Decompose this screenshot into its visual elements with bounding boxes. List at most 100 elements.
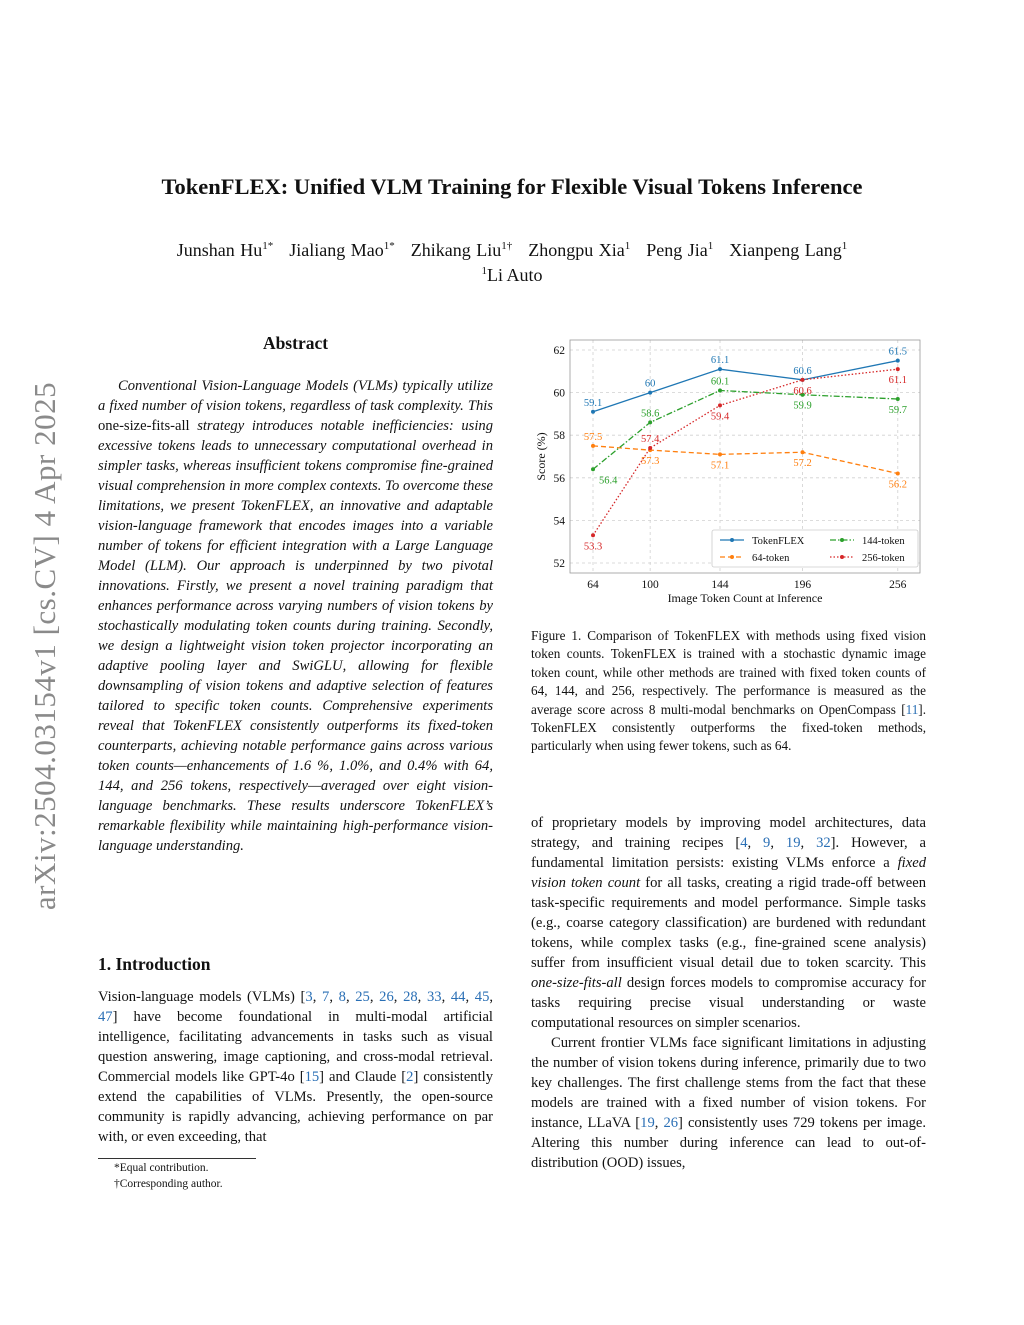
author-name: Jialiang Mao xyxy=(289,240,384,260)
data-label: 59.7 xyxy=(889,405,907,416)
citation-link[interactable]: 7 xyxy=(322,989,330,1005)
data-point-TokenFLEX xyxy=(648,390,653,395)
text-run: one-size-fits-all xyxy=(531,975,622,991)
data-point-256-token xyxy=(895,367,900,372)
citation-link[interactable]: 32 xyxy=(816,835,831,851)
citation-link[interactable]: 44 xyxy=(450,989,466,1005)
text-run: of proprietary models by improving model… xyxy=(531,815,926,851)
x-tick-label: 64 xyxy=(587,579,599,591)
data-point-64-token xyxy=(591,443,596,448)
x-tick-label: 100 xyxy=(642,579,660,591)
y-tick-label: 52 xyxy=(554,558,566,570)
data-point-TokenFLEX xyxy=(718,367,722,372)
data-label: 57.5 xyxy=(584,432,602,443)
legend-label-144-token: 144-token xyxy=(862,536,905,547)
citation-link[interactable]: 47 xyxy=(98,1009,113,1025)
data-label: 57.2 xyxy=(793,458,811,469)
citation-link[interactable]: 25 xyxy=(355,989,370,1005)
text-run: ] and Claude [ xyxy=(319,1069,407,1085)
author-name: Zhikang Liu xyxy=(410,240,502,260)
legend-label-256-token: 256-token xyxy=(862,553,905,564)
text-run: , xyxy=(654,1115,664,1131)
author: Junshan Hu1* xyxy=(177,240,274,260)
legend-label-64-token: 64-token xyxy=(752,553,790,564)
data-point-144-token xyxy=(895,396,900,401)
author-affiliation-mark: 1 xyxy=(707,240,714,252)
figure-1-line-chart: 52 54 56 58 60 62 64 100 144 196 256 Image Token Co… xyxy=(534,339,921,605)
introduction-heading: 1. Introduction xyxy=(98,954,211,974)
legend-box xyxy=(711,529,919,568)
citation-link[interactable]: 8 xyxy=(338,989,346,1005)
data-point-144-token xyxy=(648,420,653,425)
data-point-TokenFLEX xyxy=(591,409,596,414)
data-label: 60 xyxy=(645,379,656,390)
data-label: 61.5 xyxy=(889,347,907,358)
author-list: Junshan Hu1* Jialiang Mao1* Zhikang Liu1† Z… xyxy=(0,240,1024,261)
abstract-body: Conventional Vision-Language Models (VLM… xyxy=(98,376,493,856)
citation-link[interactable]: 19 xyxy=(640,1115,655,1131)
author-name: Junshan Hu xyxy=(176,240,263,260)
text-run: one-size-fits-all xyxy=(98,418,190,434)
author-name: Peng Jia xyxy=(646,240,708,260)
data-label: 59.4 xyxy=(711,411,730,422)
citation-link[interactable]: 26 xyxy=(379,989,394,1005)
citation-link[interactable]: 26 xyxy=(663,1115,679,1131)
data-point-64-token xyxy=(895,471,900,476)
text-run: Current frontier VLMs face significant l… xyxy=(531,1035,926,1131)
plot-frame xyxy=(569,339,921,574)
text-run: , xyxy=(489,989,494,1005)
data-label: 57.1 xyxy=(711,460,729,471)
citation-link[interactable]: 33 xyxy=(426,989,442,1005)
data-label: 57.3 xyxy=(641,456,659,467)
series-line-TokenFLEX xyxy=(592,360,898,413)
author-affiliation-mark: 1 xyxy=(841,240,848,252)
data-point-256-token xyxy=(718,403,722,408)
text-run: , xyxy=(747,835,764,851)
citation-link[interactable]: 19 xyxy=(785,835,801,851)
text-run: , xyxy=(369,989,380,1005)
text-run: for all tasks, creating a rigid trade-of… xyxy=(531,875,927,971)
affiliation: 1Li Auto xyxy=(0,265,1024,286)
author-affiliation-mark: 1* xyxy=(383,240,395,252)
introduction-body: Vision-language models (VLMs) [3, 7, 8, … xyxy=(98,987,493,1147)
paragraph: Vision-language models (VLMs) [3, 7, 8, … xyxy=(98,987,493,1147)
footnote-corresponding-author: †Corresponding author. xyxy=(114,1178,223,1190)
citation-link[interactable]: 3 xyxy=(305,989,313,1005)
data-label: 56.2 xyxy=(889,480,907,491)
data-label: 53.3 xyxy=(584,541,602,552)
citation-link[interactable]: 2 xyxy=(406,1069,414,1085)
citation-link[interactable]: 28 xyxy=(403,989,418,1005)
data-point-256-token xyxy=(591,533,596,538)
citation-link[interactable]: 11 xyxy=(905,701,919,717)
x-axis-label: Image Token Count at Inference xyxy=(668,591,823,605)
y-axis-label: Score (%) xyxy=(534,432,548,480)
author-name: Xianpeng Lang xyxy=(729,240,842,260)
citation-link[interactable]: 9 xyxy=(763,835,771,851)
data-point-256-token xyxy=(800,377,805,382)
author: Zhongpu Xia1 xyxy=(528,240,630,260)
paper-title: TokenFLEX: Unified VLM Training for Flex… xyxy=(161,174,863,199)
citation-link[interactable]: 15 xyxy=(304,1069,320,1085)
text-run: ]. TokenFLEX consistently outperforms th… xyxy=(531,701,926,754)
paragraph: Conventional Vision-Language Models (VLM… xyxy=(98,376,493,856)
citation-link[interactable]: 45 xyxy=(474,989,490,1005)
data-label: 60.1 xyxy=(711,376,729,387)
paragraph: of proprietary models by improving model… xyxy=(531,813,926,1033)
data-point-TokenFLEX xyxy=(895,358,900,363)
data-point-144-token xyxy=(718,388,722,393)
data-label: 57.4 xyxy=(641,434,660,445)
data-label: 56.4 xyxy=(599,475,618,486)
text-run: , xyxy=(345,989,356,1005)
data-point-144-token xyxy=(591,467,596,472)
text-run: ] have become foundational in multi-moda… xyxy=(98,1009,493,1085)
text-run: ] consistently extend the capabilities o… xyxy=(98,1069,494,1145)
text-run: Figure 1. Comparison of TokenFLEX with m… xyxy=(531,628,926,717)
data-point-64-token xyxy=(800,450,805,455)
author-affiliation-mark: 1 xyxy=(624,240,631,252)
y-tick-label: 60 xyxy=(554,388,566,400)
citation-link[interactable]: 4 xyxy=(740,835,748,851)
text-run: , xyxy=(800,835,817,851)
author-affiliation-mark: 1† xyxy=(501,240,513,252)
series-line-64-token xyxy=(592,445,898,475)
text-run: ] consistently uses 729 tokens per image… xyxy=(531,1115,926,1171)
